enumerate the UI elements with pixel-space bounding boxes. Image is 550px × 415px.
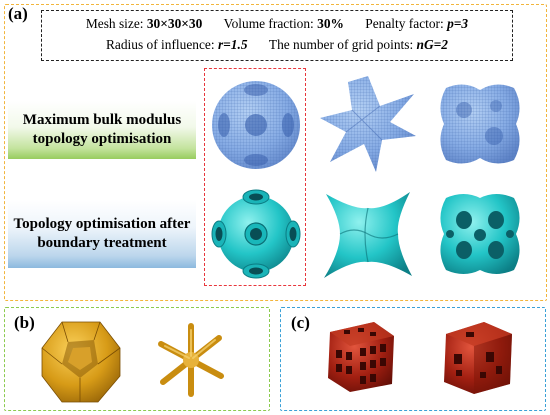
label-boundary-treatment: Topology optimisation after boundary tre…: [8, 200, 196, 268]
parameter-row-2: Radius of influence: r=1.5 The number of…: [42, 37, 512, 53]
label-line: boundary treatment: [37, 235, 167, 251]
volume-fraction: Volume fraction: 30%: [223, 16, 344, 31]
panel-b: [4, 307, 270, 411]
panel-c: [280, 307, 546, 411]
gold-lattice-node: [158, 323, 224, 397]
grid-points: The number of grid points: nG=2: [268, 37, 448, 52]
red-porous-cube-1: [328, 322, 394, 392]
label-line: Topology optimisation after: [13, 216, 191, 232]
gold-cuboctahedron: [41, 321, 121, 403]
radius-of-influence: Radius of influence: r=1.5: [105, 37, 248, 52]
voxel-structure-2: [320, 76, 416, 172]
smooth-structure-2: [324, 192, 412, 278]
highlight-column: [204, 68, 306, 286]
label-max-bulk-modulus: Maximum bulk modulus topology optimisati…: [8, 101, 196, 159]
panel-a: [4, 4, 547, 301]
label-line: Maximum bulk modulus: [22, 112, 182, 128]
red-porous-cube-2: [444, 322, 512, 394]
parameter-box: Mesh size: 30×30×30 Volume fraction: 30%…: [41, 10, 513, 61]
panel-a-tag: (a): [8, 4, 28, 23]
label-line: topology optimisation: [32, 131, 172, 147]
penalty-factor: Penalty factor: p=3: [365, 16, 469, 31]
smooth-structure-1: [211, 189, 301, 279]
voxel-structure-3: [440, 84, 520, 164]
mesh-size: Mesh size: 30×30×30: [85, 16, 203, 31]
panel-b-tag: (b): [14, 313, 35, 332]
panel-c-tag: (c): [291, 313, 310, 332]
voxel-structure-1: [212, 81, 300, 169]
smooth-structure-3: [440, 194, 520, 274]
parameter-row-1: Mesh size: 30×30×30 Volume fraction: 30%…: [42, 16, 512, 32]
